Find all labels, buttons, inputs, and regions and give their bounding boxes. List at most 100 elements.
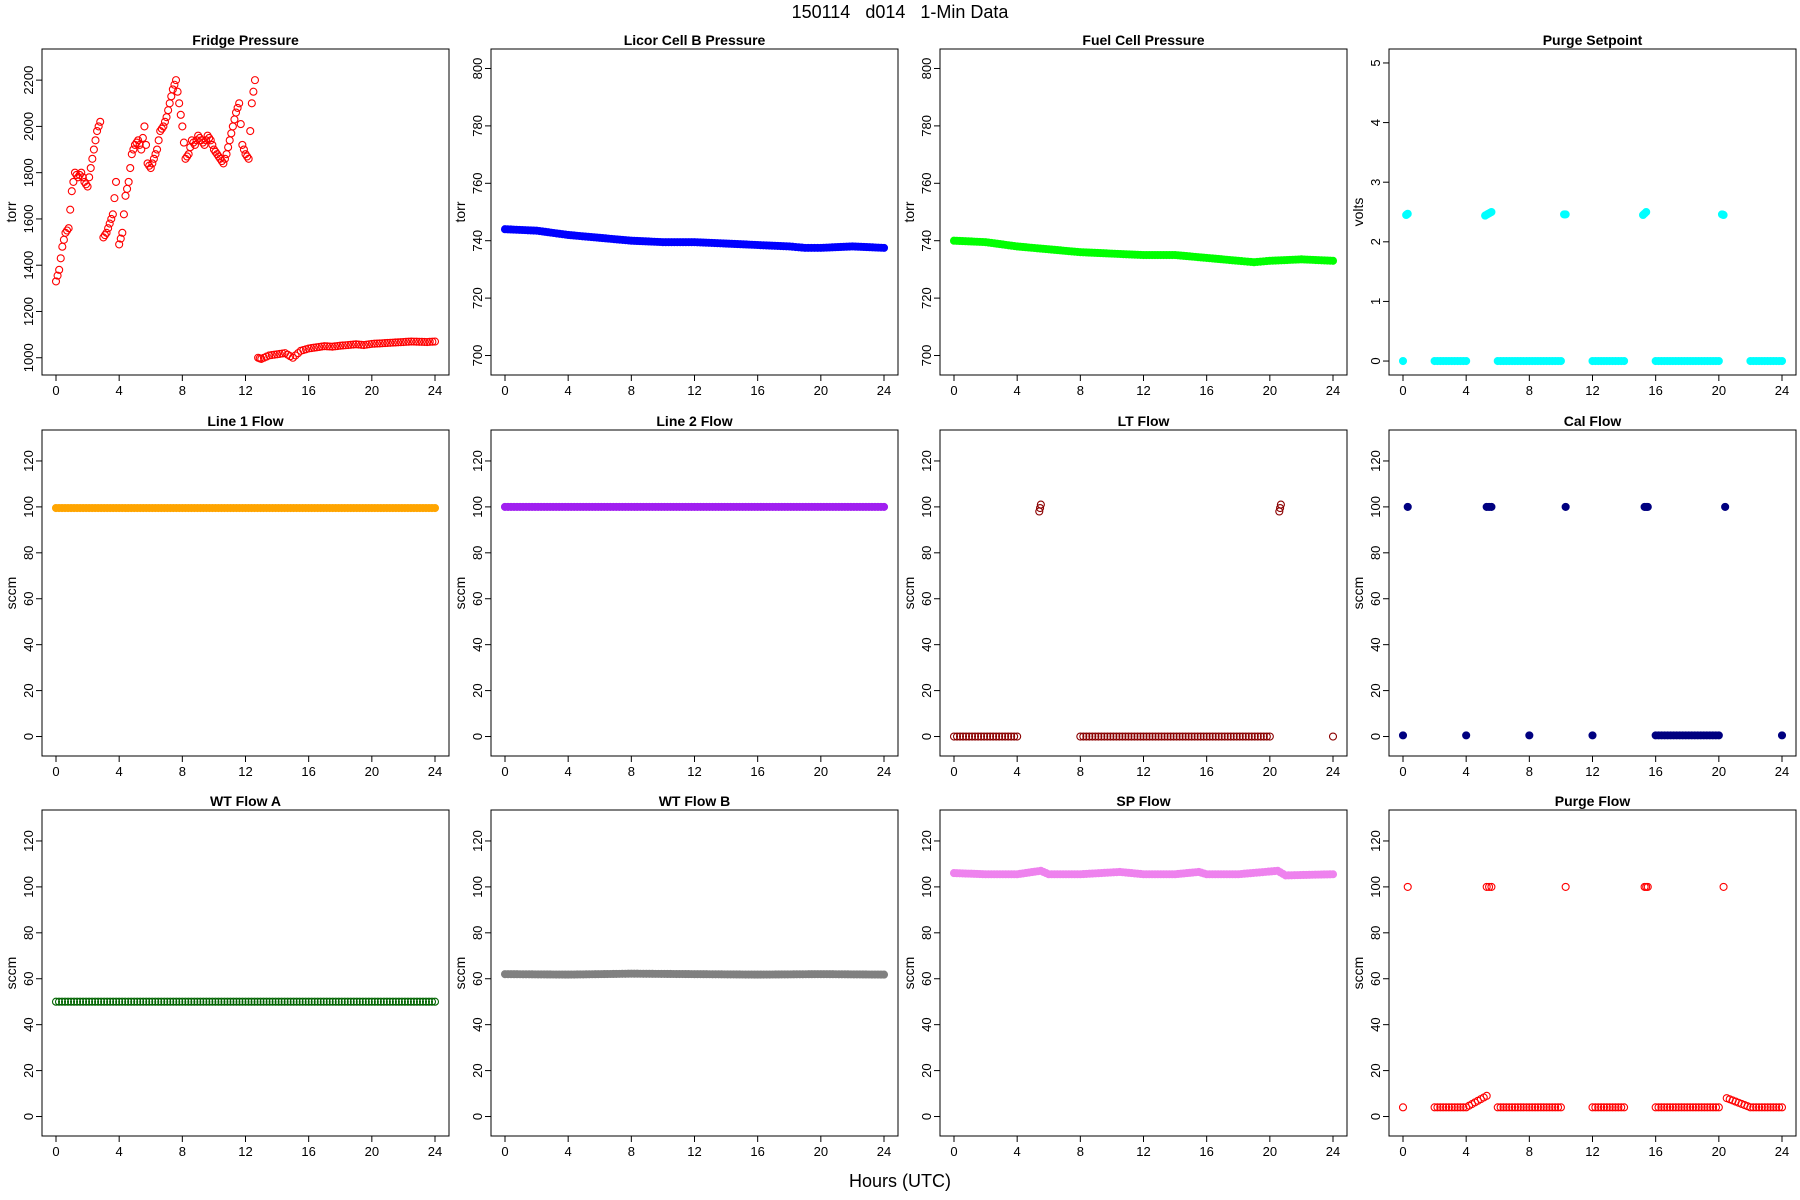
data-point xyxy=(286,352,295,361)
data-point xyxy=(85,997,94,1006)
data-point xyxy=(1456,1103,1465,1112)
data-point xyxy=(1402,210,1411,219)
data-point xyxy=(205,133,214,143)
y-tick-label: 1 xyxy=(1368,298,1383,305)
y-tick-label: 760 xyxy=(919,172,934,194)
x-tick-label: 4 xyxy=(565,764,572,779)
panel-title: Line 1 Flow xyxy=(207,413,283,429)
panel-title: LT Flow xyxy=(1118,413,1170,429)
data-point xyxy=(118,997,127,1006)
data-point xyxy=(259,997,268,1006)
data-point xyxy=(115,997,124,1006)
data-point xyxy=(1235,732,1244,741)
data-point xyxy=(190,140,200,149)
x-tick-label: 12 xyxy=(687,383,701,398)
data-point xyxy=(175,99,184,108)
data-point xyxy=(220,154,230,163)
data-point xyxy=(357,340,366,349)
data-point xyxy=(409,997,418,1006)
data-point xyxy=(262,352,271,361)
data-point xyxy=(1169,732,1178,741)
data-point xyxy=(77,168,86,177)
data-point xyxy=(63,997,73,1006)
data-point xyxy=(989,732,998,741)
x-tick-label: 16 xyxy=(1199,1144,1213,1159)
x-tick-label: 20 xyxy=(814,383,828,398)
data-point xyxy=(271,997,280,1006)
x-tick-label: 24 xyxy=(428,383,442,398)
data-point xyxy=(425,337,434,346)
data-point xyxy=(1663,1103,1672,1112)
panel-title: Fuel Cell Pressure xyxy=(1082,32,1204,48)
x-tick-label: 0 xyxy=(1399,764,1406,779)
data-point xyxy=(1398,356,1408,366)
data-point xyxy=(349,997,358,1006)
data-point xyxy=(224,143,233,152)
data-point xyxy=(291,351,300,360)
data-point xyxy=(325,342,334,351)
x-tick-label: 12 xyxy=(687,764,701,779)
x-tick-label: 0 xyxy=(501,1144,508,1159)
data-point xyxy=(124,177,133,186)
data-point xyxy=(1775,356,1784,366)
y-axis-label: sccm xyxy=(452,577,468,610)
data-point xyxy=(136,997,145,1006)
data-point xyxy=(1711,731,1720,740)
data-point xyxy=(166,997,175,1006)
data-point xyxy=(202,997,211,1006)
y-tick-label: 60 xyxy=(21,972,36,986)
y-tick-label: 80 xyxy=(1368,546,1383,560)
y-tick-label: 80 xyxy=(21,926,36,940)
data-point xyxy=(278,349,287,358)
data-point xyxy=(316,997,325,1006)
y-tick-label: 40 xyxy=(919,1017,934,1031)
x-tick-label: 12 xyxy=(1585,383,1599,398)
x-tick-label: 20 xyxy=(365,1144,379,1159)
data-point xyxy=(208,140,217,149)
y-tick-label: 5 xyxy=(1368,59,1383,66)
data-point xyxy=(977,732,986,741)
data-point xyxy=(1485,882,1494,891)
data-point xyxy=(130,997,139,1006)
y-axis-label: sccm xyxy=(3,577,19,610)
data-point xyxy=(196,997,205,1006)
data-point xyxy=(154,997,163,1006)
data-point xyxy=(355,997,364,1006)
data-point xyxy=(67,187,76,196)
y-tick-label: 120 xyxy=(21,830,36,852)
y-tick-label: 80 xyxy=(1368,926,1383,940)
data-point xyxy=(310,997,319,1006)
data-point xyxy=(1181,732,1190,741)
data-point xyxy=(1214,732,1223,741)
plot-frame xyxy=(41,48,450,376)
data-point xyxy=(1775,1103,1784,1112)
data-point xyxy=(153,145,162,154)
data-point xyxy=(1752,1103,1761,1112)
data-point xyxy=(1697,1103,1706,1112)
data-point xyxy=(165,99,174,108)
plot-frame xyxy=(1388,809,1797,1137)
x-tick-label: 4 xyxy=(116,383,123,398)
data-point xyxy=(1640,209,1649,218)
data-point xyxy=(183,152,192,161)
y-tick-label: 80 xyxy=(21,546,36,560)
panel-title: Purge Setpoint xyxy=(1543,32,1643,48)
data-point xyxy=(1106,732,1115,741)
data-point xyxy=(190,997,199,1006)
data-point xyxy=(1608,1103,1617,1112)
data-point xyxy=(362,340,371,349)
data-point xyxy=(427,503,437,513)
data-point xyxy=(1151,732,1160,741)
y-tick-label: 20 xyxy=(21,1063,36,1077)
x-tick-label: 8 xyxy=(628,764,635,779)
data-point xyxy=(1193,732,1202,741)
data-point xyxy=(1680,1103,1689,1112)
data-point xyxy=(1241,732,1250,741)
data-point xyxy=(378,339,387,348)
x-tick-label: 24 xyxy=(428,1144,442,1159)
data-point xyxy=(1479,1093,1488,1102)
data-point xyxy=(1433,1103,1442,1112)
data-point xyxy=(1651,1103,1660,1112)
y-tick-label: 120 xyxy=(919,830,934,852)
data-point xyxy=(163,997,172,1006)
